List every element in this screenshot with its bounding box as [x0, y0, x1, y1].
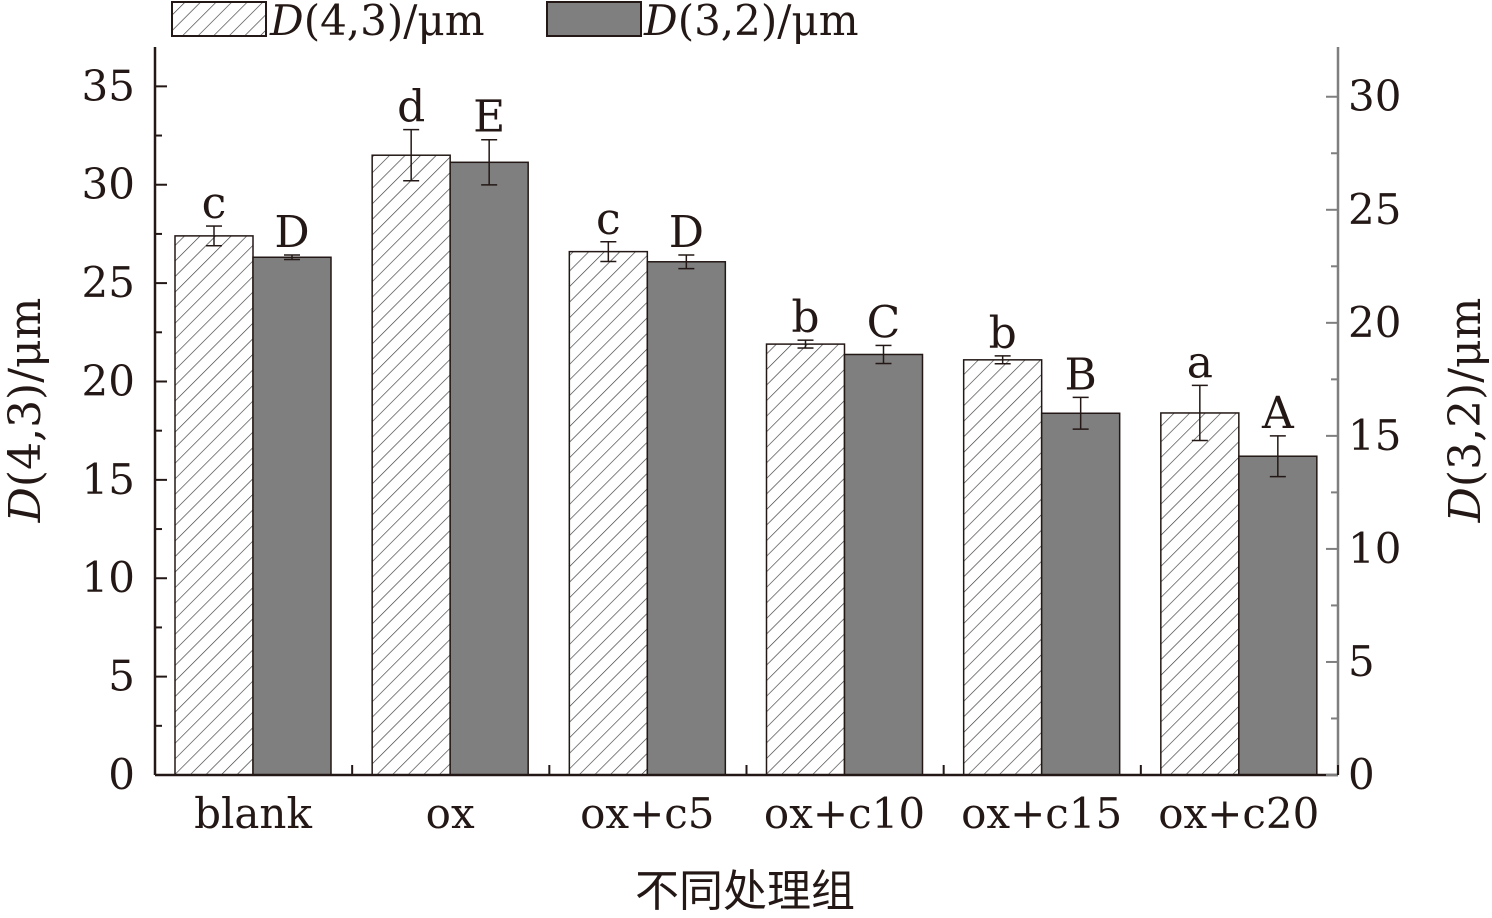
bar-d32-3: [843, 353, 924, 776]
sig-label-0-1: d: [397, 82, 425, 133]
sig-label-0-2: c: [596, 194, 621, 245]
left-tick-label-1: 5: [108, 652, 135, 701]
left-tick-label-3: 15: [82, 455, 135, 504]
y-axis-title-right: D(3,2)/μm: [1440, 298, 1491, 524]
legend: D(4,3)/μm D(3,2)/μm: [171, 0, 859, 45]
legend-swatch-d32: [546, 1, 642, 37]
sig-label-1-5: A: [1261, 388, 1295, 439]
sig-label-1-0: D: [274, 207, 309, 258]
left-tick-label-6: 30: [82, 160, 135, 209]
right-tick-label-5: 25: [1348, 185, 1401, 234]
legend-swatch-d43: [171, 1, 267, 37]
right-tick-label-2: 10: [1348, 524, 1401, 573]
sig-label-1-2: D: [669, 207, 704, 258]
x-category-label-3: ox+c10: [764, 789, 925, 838]
left-tick-label-7: 35: [82, 61, 135, 110]
plot-area: c d c b b a D E D C B A: [174, 82, 1318, 776]
bar-d43-4: [962, 359, 1043, 776]
bar-d43-5: [1160, 412, 1240, 776]
bar-d43-0: [174, 235, 254, 776]
legend-label-d32: D(3,2)/μm: [643, 0, 859, 45]
right-tick-label-4: 20: [1348, 298, 1401, 347]
sig-label-0-5: a: [1187, 337, 1213, 388]
bar-d43-3: [765, 343, 846, 776]
right-tick-label-0: 0: [1348, 750, 1375, 799]
x-category-label-5: ox+c20: [1158, 789, 1319, 838]
x-category-label-2: ox+c5: [580, 789, 714, 838]
x-category-label-4: ox+c15: [961, 789, 1122, 838]
right-tick-label-3: 15: [1348, 411, 1401, 460]
right-tick-label-1: 5: [1348, 637, 1375, 686]
left-tick-label-2: 10: [82, 553, 135, 602]
x-category-label-1: ox: [426, 789, 475, 838]
bar-d32-4: [1040, 412, 1121, 776]
left-tick-label-5: 25: [82, 258, 135, 307]
sig-label-0-0: c: [202, 178, 227, 229]
bar-d32-1: [449, 161, 529, 776]
bar-d43-2: [568, 250, 649, 776]
sig-label-0-3: b: [791, 292, 819, 343]
x-axis-title: 不同处理组: [635, 866, 855, 917]
bar-d32-5: [1238, 455, 1318, 776]
sig-label-1-1: E: [473, 92, 505, 143]
sig-label-1-4: B: [1064, 349, 1096, 400]
sig-label-1-3: C: [867, 297, 901, 348]
legend-label-d43: D(4,3)/μm: [269, 0, 485, 45]
x-category-label-0: blank: [194, 789, 312, 838]
bar-d32-0: [252, 256, 332, 776]
axes: 0 5 10 15 20 25 30 35 0 5 10 15 20 25 30 blank ox ox+c5 ox…: [82, 47, 1401, 838]
bar-d32-2: [646, 261, 727, 776]
bar-d43-1: [371, 154, 451, 776]
sig-label-0-4: b: [989, 308, 1017, 359]
left-tick-label-0: 0: [108, 750, 135, 799]
left-tick-label-4: 20: [82, 356, 135, 405]
right-tick-label-6: 30: [1348, 72, 1401, 121]
y-axis-title-left: D(4,3)/μm: [0, 298, 51, 524]
